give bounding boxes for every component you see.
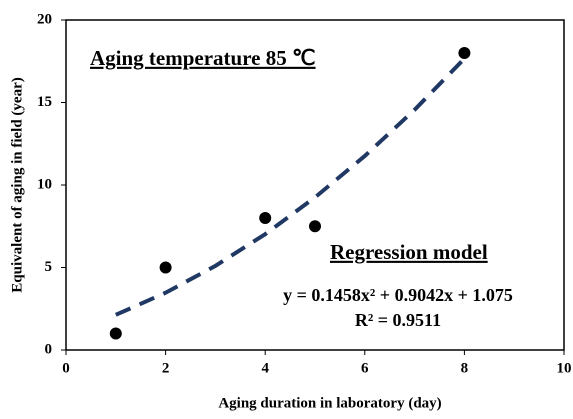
x-tick-label: 8 (461, 360, 469, 376)
point (159, 261, 172, 274)
trendline (114, 57, 466, 317)
y-tick-label: 5 (45, 259, 53, 275)
point (458, 47, 471, 59)
x-tick-label: 4 (261, 360, 269, 376)
x-axis-label: Aging duration in laboratory (day) (218, 395, 441, 411)
y-tick-label: 10 (37, 176, 52, 192)
x-tick-label: 10 (557, 360, 572, 376)
annotation: R² = 0.9511 (355, 310, 441, 330)
point (109, 327, 122, 340)
annotation: Aging temperature 85 ℃ (90, 46, 316, 70)
annotation: y = 0.1458x² + 0.9042x + 1.075 (283, 285, 513, 305)
annotation: Regression model (330, 240, 488, 264)
y-axis-label: Equivalent of aging in field (year) (9, 77, 25, 292)
x-tick-label: 2 (162, 360, 170, 376)
y-tick-label: 15 (37, 94, 52, 110)
x-tick-label: 0 (62, 360, 70, 376)
point (309, 220, 321, 233)
point (259, 212, 272, 224)
x-tick-label: 6 (361, 360, 369, 376)
y-tick-label: 20 (37, 11, 52, 27)
y-tick-label: 0 (45, 341, 53, 357)
